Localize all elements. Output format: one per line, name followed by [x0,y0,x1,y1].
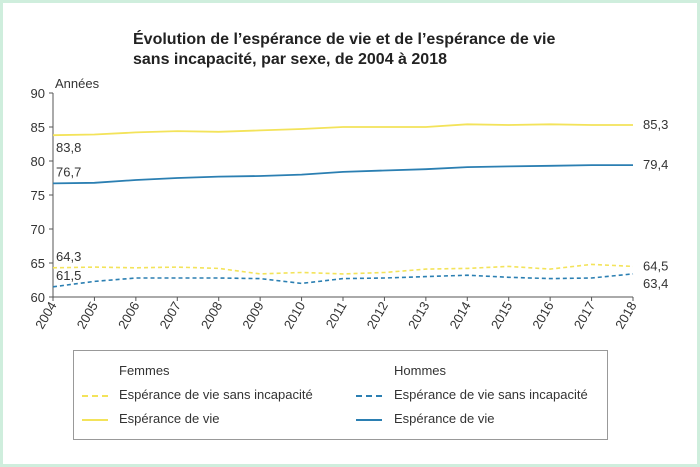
x-tick-label: 2015 [488,299,515,332]
end-label-men-evsi: 63,4 [643,276,668,291]
series-line-women-ev [52,123,633,137]
end-label-women-ev: 85,3 [643,117,668,132]
x-tick-label: 2010 [281,299,308,332]
y-tick-label: 85 [31,120,45,135]
x-tick-label: 2018 [612,299,639,332]
start-label-men-evsi: 61,5 [56,268,81,283]
series-layer [52,123,634,288]
y-tick-label: 65 [31,256,45,271]
legend-label-women-ev: Espérance de vie [119,411,220,426]
legend-label-women-evsi: Espérance de vie sans incapacité [119,387,313,402]
chart-title-line-2: sans incapacité, par sexe, de 2004 à 201… [133,51,447,68]
series-line-women-evsi [52,263,634,275]
legend-header-men: Hommes [394,363,447,378]
x-tick-label: 2008 [198,299,225,332]
x-tick-label: 2016 [529,299,556,332]
data-labels: 83,8 85,3 76,7 79,4 64,3 64,5 61,5 63,4 [56,117,668,291]
x-tick-label: 2007 [156,299,183,332]
x-tick-label: 2013 [405,299,432,332]
x-tick-label: 2005 [74,299,101,332]
y-tick-label: 90 [31,86,45,101]
legend-swatch-men-ev [356,419,382,421]
series-line-men-ev [52,164,633,185]
end-label-women-evsi: 64,5 [643,258,668,273]
start-label-women-ev: 83,8 [56,140,81,155]
x-tick-label: 2006 [115,299,142,332]
y-tick-label: 70 [31,222,45,237]
legend-swatch-women-ev [82,419,108,421]
x-tick-label: 2009 [239,299,266,332]
series-line-men-evsi [52,273,634,288]
x-tick-label: 2011 [323,299,350,331]
legend-swatch-men-evsi [356,395,382,397]
chart-title-line-1: Évolution de l’espérance de vie et de l’… [133,31,556,48]
start-label-women-evsi: 64,3 [56,249,81,264]
y-axis-label: Années [55,76,100,91]
end-label-men-ev: 79,4 [643,157,668,172]
y-tick-label: 60 [31,290,45,305]
y-tick-label: 75 [31,188,45,203]
legend-label-men-evsi: Espérance de vie sans incapacité [394,387,588,402]
legend-label-men-ev: Espérance de vie [394,411,495,426]
x-tick-label: 2014 [446,299,473,332]
legend: Femmes Hommes Espérance de vie sans inca… [73,350,608,440]
legend-swatch-women-evsi [82,395,108,397]
x-tick-label: 2017 [571,299,598,332]
chart-title: Évolution de l’espérance de vie et de l’… [133,30,555,70]
start-label-men-ev: 76,7 [56,164,81,179]
x-tick-label: 2012 [364,299,391,332]
y-tick-label: 80 [31,154,45,169]
legend-header-women: Femmes [119,363,170,378]
